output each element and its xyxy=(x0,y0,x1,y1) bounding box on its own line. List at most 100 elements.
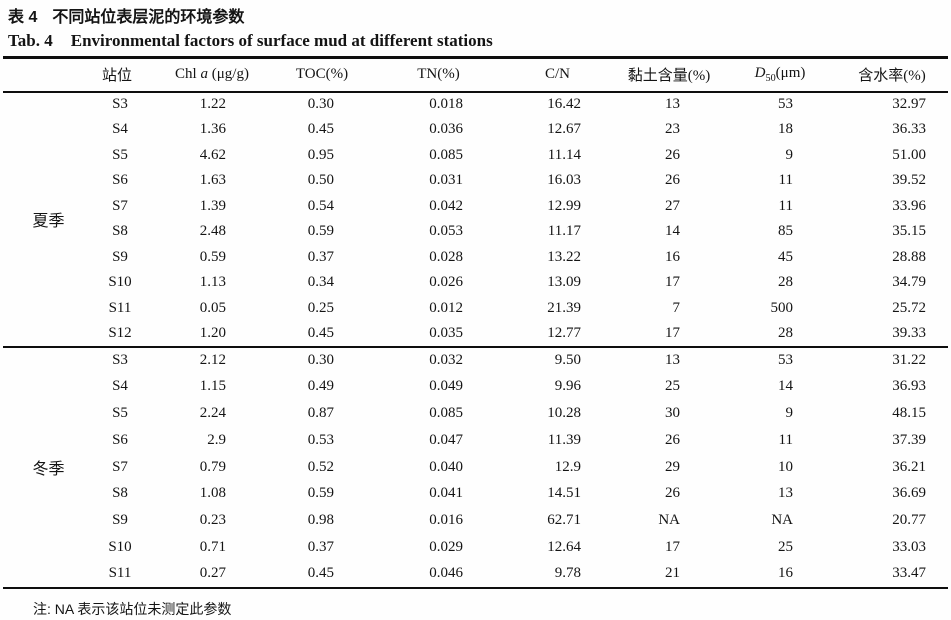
tn-value-cell: 0.040 xyxy=(429,458,463,475)
station-cell: S4 xyxy=(112,378,128,395)
cn-value-cell: 11.14 xyxy=(547,146,581,163)
station-cell: S7 xyxy=(112,458,128,475)
table-row: S5 4.62 0.95 0.085 11.14 26 9 51.00 xyxy=(3,143,948,169)
col-header-chla: Chl a (μg/g) xyxy=(156,58,268,92)
station-cell: S3 xyxy=(112,96,128,113)
table-row: S10 0.71 0.37 0.029 12.64 17 25 33.03 xyxy=(3,534,948,561)
table-row: S9 0.23 0.98 0.016 62.71 NA NA 20.77 xyxy=(3,507,948,534)
tn-value-cell: 0.012 xyxy=(429,299,463,316)
water-value-cell: 36.33 xyxy=(892,121,926,138)
d50-value-cell: 11 xyxy=(778,431,793,448)
cn-value-cell: 11.39 xyxy=(547,431,581,448)
table-title-zh: 表 4 不同站位表层泥的环境参数 xyxy=(0,0,951,28)
toc-value-cell: 0.49 xyxy=(307,378,334,395)
water-value-cell: 39.33 xyxy=(892,324,926,341)
col-header-d50-italic: D xyxy=(754,65,766,82)
cn-value-cell: 16.03 xyxy=(547,172,581,189)
water-value-cell: 51.00 xyxy=(892,146,926,163)
col-header-d50-unit: (μm) xyxy=(775,65,806,82)
tn-value-cell: 0.036 xyxy=(429,121,463,138)
toc-value-cell: 0.25 xyxy=(307,299,334,316)
table-row: 冬季 S3 2.12 0.30 0.032 9.50 13 53 31.22 xyxy=(3,347,948,478)
d50-value-cell: NA xyxy=(771,512,793,529)
chla-value-cell: 0.79 xyxy=(199,458,226,475)
toc-value-cell: 0.37 xyxy=(307,248,334,265)
cn-value-cell: 16.42 xyxy=(547,96,581,113)
d50-value-cell: 10 xyxy=(778,458,793,475)
chla-value-cell: 0.05 xyxy=(199,299,226,316)
table-row: S6 2.9 0.53 0.047 11.39 26 11 37.39 xyxy=(3,427,948,454)
water-value-cell: 20.77 xyxy=(892,512,926,529)
chla-value-cell: 0.71 xyxy=(199,538,226,555)
d50-value-cell: 25 xyxy=(778,538,793,555)
d50-value-cell: 13 xyxy=(778,485,793,502)
d50-value-cell: 14 xyxy=(778,378,793,395)
clay-value-cell: 14 xyxy=(665,223,680,240)
cn-value-cell: 12.64 xyxy=(547,538,581,555)
cn-value-cell: 21.39 xyxy=(547,299,581,316)
water-value-cell: 35.15 xyxy=(892,223,926,240)
tn-value-cell: 0.032 xyxy=(429,351,463,368)
chla-value-cell: 2.12 xyxy=(199,351,226,368)
col-header-d50-subscript: 50 xyxy=(765,73,776,85)
col-header-chla-italic: a xyxy=(200,66,208,83)
station-cell: S12 xyxy=(108,324,132,341)
table-title-en: Tab. 4 Environmental factors of surface m… xyxy=(8,30,951,52)
cn-value-cell: 9.96 xyxy=(554,378,581,395)
cn-value-cell: 14.51 xyxy=(547,485,581,502)
cn-value-cell: 13.22 xyxy=(547,248,581,265)
d50-value-cell: 45 xyxy=(778,248,793,265)
d50-value-cell: 9 xyxy=(785,146,794,163)
toc-value-cell: 0.45 xyxy=(307,324,334,341)
col-header-water-label: 含水率(%) xyxy=(858,68,926,85)
season-label: 冬季 xyxy=(32,461,65,479)
environmental-factors-table: 站位 Chl a (μg/g) TOC(%) TN(%) C/N 黏土含量(%)… xyxy=(3,56,948,589)
station-cell: S6 xyxy=(112,431,128,448)
chla-value-cell: 1.36 xyxy=(199,121,226,138)
table-row: S7 0.79 0.52 0.040 12.9 29 10 36.21 xyxy=(3,454,948,481)
toc-value-cell: 0.34 xyxy=(307,274,334,291)
water-value-cell: 36.21 xyxy=(892,458,926,475)
col-header-cn-label: C/N xyxy=(544,66,570,83)
chla-value-cell: 0.59 xyxy=(199,248,226,265)
d50-value-cell: 11 xyxy=(778,172,793,189)
water-value-cell: 28.88 xyxy=(892,248,926,265)
toc-value-cell: 0.52 xyxy=(307,458,334,475)
table-row: S11 0.05 0.25 0.012 21.39 7 500 25.72 xyxy=(3,296,948,322)
toc-value-cell: 0.54 xyxy=(307,197,334,214)
chla-value-cell: 1.39 xyxy=(199,197,226,214)
col-header-chla-pre: Chl xyxy=(175,66,201,83)
clay-value-cell: 30 xyxy=(665,404,680,421)
clay-value-cell: 21 xyxy=(665,565,680,582)
d50-value-cell: 53 xyxy=(778,96,793,113)
toc-value-cell: 0.30 xyxy=(307,351,334,368)
chla-value-cell: 4.62 xyxy=(199,146,226,163)
chla-value-cell: 0.23 xyxy=(199,512,226,529)
clay-value-cell: 17 xyxy=(665,324,680,341)
station-cell: S8 xyxy=(112,485,128,502)
col-header-water: 含水率(%) xyxy=(836,58,948,92)
cn-value-cell: 13.09 xyxy=(547,274,581,291)
clay-value-cell: 26 xyxy=(665,431,680,448)
tn-value-cell: 0.035 xyxy=(429,324,463,341)
season-column-header xyxy=(3,58,78,92)
station-cell: S6 xyxy=(112,172,128,189)
toc-value-cell: 0.59 xyxy=(307,223,334,240)
cn-value-cell: 11.17 xyxy=(547,223,581,240)
cn-value-cell: 9.50 xyxy=(554,351,581,368)
station-cell: S9 xyxy=(112,248,128,265)
toc-value-cell: 0.45 xyxy=(307,121,334,138)
water-value-cell: 32.97 xyxy=(892,96,926,113)
cn-value-cell: 10.28 xyxy=(547,404,581,421)
tn-value-cell: 0.041 xyxy=(429,485,463,502)
col-header-chla-unit: (μg/g) xyxy=(207,66,249,83)
table-number-en: Tab. 4 xyxy=(8,31,53,50)
toc-value-cell: 0.87 xyxy=(307,404,334,421)
toc-value-cell: 0.53 xyxy=(307,431,334,448)
table-row: S5 2.24 0.87 0.085 10.28 30 9 48.15 xyxy=(3,400,948,427)
tn-value-cell: 0.016 xyxy=(429,512,463,529)
station-cell: S11 xyxy=(108,299,132,316)
chla-value-cell: 2.48 xyxy=(199,223,226,240)
cn-value-cell: 9.78 xyxy=(554,565,581,582)
col-header-clay-label: 黏土含量(%) xyxy=(627,68,711,85)
